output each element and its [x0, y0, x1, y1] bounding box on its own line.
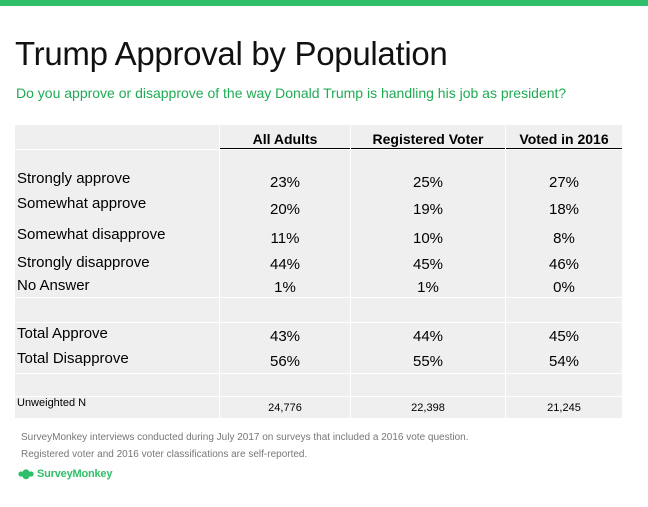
row-separator [15, 396, 622, 397]
table-cell: 25% [412, 174, 444, 191]
header-underline [506, 148, 622, 149]
row-label: Strongly disapprove [17, 254, 150, 271]
row-label: Strongly approve [17, 170, 131, 187]
table-cell: 55% [412, 353, 444, 370]
table-cell: 24,776 [268, 402, 302, 414]
surveymonkey-logo-icon [18, 469, 34, 480]
table-cell: 27% [548, 174, 580, 191]
table-cell: 56% [269, 353, 301, 370]
table-cell: 43% [269, 328, 301, 345]
table-cell: 11% [270, 230, 300, 247]
page-subtitle: Do you approve or disapprove of the way … [16, 85, 567, 101]
table-cell: 1% [274, 279, 296, 296]
table-cell: 10% [412, 230, 444, 247]
table-cell: 44% [412, 328, 444, 345]
table-cell: 1% [417, 279, 439, 296]
row-separator [15, 322, 622, 323]
table-cell: 18% [548, 201, 580, 218]
surveymonkey-logo: SurveyMonkey [18, 466, 112, 482]
table-cell: 45% [412, 256, 444, 273]
column-header-registered-voter: Registered Voter [372, 131, 484, 147]
table-cell: 45% [548, 328, 580, 345]
column-header-all-adults: All Adults [252, 131, 318, 147]
page-title: Trump Approval by Population [15, 35, 448, 72]
header-underline [220, 148, 350, 149]
row-label: Somewhat disapprove [17, 226, 166, 243]
table-cell: 23% [269, 174, 301, 191]
row-separator [15, 373, 622, 374]
footnote: SurveyMonkey interviews conducted during… [21, 432, 469, 443]
row-separator [15, 149, 622, 150]
column-separator [505, 125, 506, 418]
table-cell: 21,245 [547, 402, 581, 414]
table-cell: 54% [548, 353, 580, 370]
footnote: Registered voter and 2016 voter classifi… [21, 449, 308, 460]
table-cell: 22,398 [411, 402, 445, 414]
row-label: No Answer [17, 277, 90, 294]
table-cell: 8% [553, 230, 575, 247]
header-underline [351, 148, 505, 149]
table-cell: 19% [412, 201, 444, 218]
column-header-voted-2016: Voted in 2016 [519, 131, 609, 147]
approval-table: All Adults Registered Voter Voted in 201… [15, 125, 622, 418]
row-label: Total Disapprove [17, 350, 129, 367]
logo-text: SurveyMonkey [37, 468, 113, 480]
top-accent-bar [0, 0, 648, 6]
row-separator [15, 297, 622, 298]
table-cell: 46% [548, 256, 580, 273]
table-cell: 20% [269, 201, 301, 218]
column-separator [219, 125, 220, 418]
row-label: Unweighted N [17, 397, 87, 409]
column-separator [350, 125, 351, 418]
table-cell: 44% [269, 256, 301, 273]
table-cell: 0% [553, 279, 575, 296]
row-label: Somewhat approve [17, 195, 147, 212]
row-label: Total Approve [17, 325, 108, 342]
